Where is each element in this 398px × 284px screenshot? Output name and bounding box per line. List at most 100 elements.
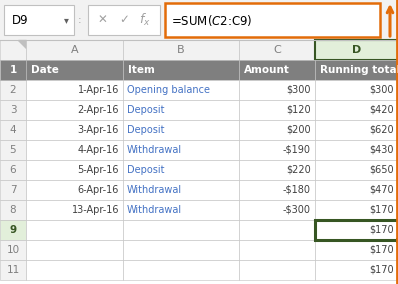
Bar bbox=[239, 240, 315, 260]
Text: 5: 5 bbox=[10, 145, 16, 155]
Bar bbox=[239, 120, 315, 140]
Bar bbox=[315, 220, 398, 240]
Bar bbox=[239, 200, 315, 220]
Bar bbox=[26, 80, 123, 100]
Text: $170: $170 bbox=[369, 225, 394, 235]
Bar bbox=[239, 180, 315, 200]
Text: 10: 10 bbox=[6, 245, 20, 255]
Text: D9: D9 bbox=[12, 14, 29, 26]
Bar bbox=[0, 220, 26, 240]
Bar bbox=[0, 80, 26, 100]
Text: Date: Date bbox=[31, 65, 59, 75]
Text: 6: 6 bbox=[10, 165, 16, 175]
Bar bbox=[239, 140, 315, 160]
Bar bbox=[123, 160, 239, 180]
Text: B: B bbox=[177, 45, 185, 55]
Bar bbox=[26, 140, 123, 160]
Bar bbox=[123, 40, 239, 60]
Text: Deposit: Deposit bbox=[127, 105, 164, 115]
Bar bbox=[239, 260, 315, 280]
Bar bbox=[239, 220, 315, 240]
Text: $170: $170 bbox=[369, 205, 394, 215]
Bar bbox=[315, 240, 398, 260]
Bar bbox=[123, 140, 239, 160]
Bar bbox=[0, 140, 26, 160]
Bar bbox=[26, 180, 123, 200]
Text: $170: $170 bbox=[369, 265, 394, 275]
Text: $120: $120 bbox=[287, 105, 311, 115]
Bar bbox=[0, 60, 26, 80]
Text: C: C bbox=[273, 45, 281, 55]
Bar bbox=[123, 200, 239, 220]
Text: $300: $300 bbox=[369, 85, 394, 95]
Text: $650: $650 bbox=[369, 165, 394, 175]
Text: A: A bbox=[71, 45, 78, 55]
Bar bbox=[315, 60, 398, 80]
Text: $300: $300 bbox=[287, 85, 311, 95]
Bar bbox=[0, 240, 26, 260]
Text: Opening balance: Opening balance bbox=[127, 85, 210, 95]
Bar bbox=[0, 160, 26, 180]
Bar bbox=[315, 220, 398, 240]
Bar bbox=[0, 180, 26, 200]
Bar bbox=[315, 180, 398, 200]
Text: Withdrawal: Withdrawal bbox=[127, 185, 182, 195]
Text: =SUM($C$2:C9): =SUM($C$2:C9) bbox=[171, 12, 253, 28]
Text: Deposit: Deposit bbox=[127, 125, 164, 135]
Bar bbox=[123, 240, 239, 260]
Text: 11: 11 bbox=[6, 265, 20, 275]
Bar bbox=[315, 120, 398, 140]
Text: 6-Apr-16: 6-Apr-16 bbox=[78, 185, 119, 195]
Text: $420: $420 bbox=[369, 105, 394, 115]
Bar bbox=[123, 180, 239, 200]
Text: -$180: -$180 bbox=[283, 185, 311, 195]
Bar bbox=[88, 5, 160, 35]
Bar bbox=[123, 60, 239, 80]
Text: 5-Apr-16: 5-Apr-16 bbox=[78, 165, 119, 175]
Text: ▾: ▾ bbox=[64, 15, 68, 25]
Text: -$190: -$190 bbox=[283, 145, 311, 155]
Bar bbox=[315, 140, 398, 160]
Bar bbox=[26, 220, 123, 240]
Text: ✓: ✓ bbox=[119, 14, 129, 26]
Bar bbox=[26, 200, 123, 220]
Text: $430: $430 bbox=[369, 145, 394, 155]
Text: 4: 4 bbox=[10, 125, 16, 135]
Text: 3: 3 bbox=[10, 105, 16, 115]
Bar bbox=[315, 260, 398, 280]
Text: 9: 9 bbox=[10, 225, 17, 235]
Text: 4-Apr-16: 4-Apr-16 bbox=[78, 145, 119, 155]
Text: 3-Apr-16: 3-Apr-16 bbox=[78, 125, 119, 135]
Bar bbox=[123, 120, 239, 140]
Bar bbox=[0, 60, 26, 80]
Text: $620: $620 bbox=[369, 125, 394, 135]
Text: $470: $470 bbox=[369, 185, 394, 195]
Bar bbox=[26, 260, 123, 280]
Bar bbox=[123, 100, 239, 120]
Bar bbox=[0, 100, 26, 120]
Text: $220: $220 bbox=[286, 165, 311, 175]
Polygon shape bbox=[18, 40, 26, 48]
Bar bbox=[239, 60, 315, 80]
Text: Item: Item bbox=[128, 65, 155, 75]
Bar bbox=[315, 200, 398, 220]
Bar bbox=[239, 100, 315, 120]
Text: Deposit: Deposit bbox=[127, 165, 164, 175]
Bar bbox=[315, 100, 398, 120]
Text: Amount: Amount bbox=[244, 65, 290, 75]
Bar bbox=[123, 80, 239, 100]
Bar bbox=[315, 160, 398, 180]
Text: 1-Apr-16: 1-Apr-16 bbox=[78, 85, 119, 95]
Bar bbox=[26, 60, 123, 80]
Bar bbox=[0, 120, 26, 140]
Bar bbox=[315, 40, 398, 60]
Text: 7: 7 bbox=[10, 185, 16, 195]
Text: ✕: ✕ bbox=[97, 14, 107, 26]
Bar bbox=[0, 260, 26, 280]
Bar bbox=[26, 240, 123, 260]
Bar bbox=[239, 60, 315, 80]
Text: 1: 1 bbox=[10, 65, 17, 75]
Bar bbox=[0, 0, 398, 40]
Text: $200: $200 bbox=[287, 125, 311, 135]
Bar bbox=[26, 120, 123, 140]
